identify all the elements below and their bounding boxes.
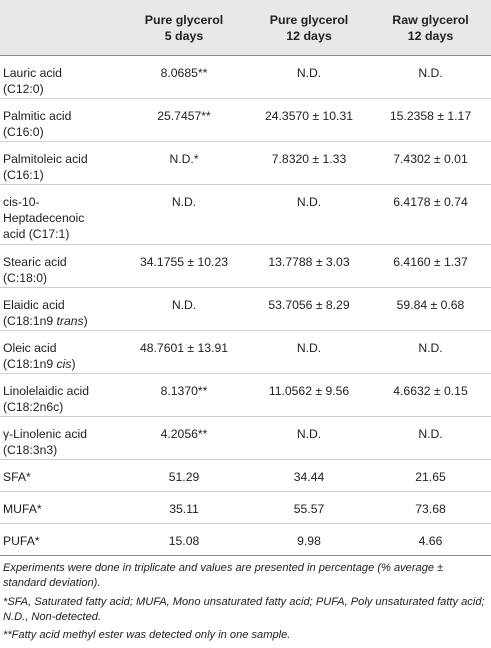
cell-value: 13.7788 ± 3.03: [248, 244, 370, 288]
table-row: Elaidic acid (C18:1n9 trans) N.D. 53.7056…: [0, 287, 491, 331]
row-label: PUFA*: [0, 523, 120, 556]
header-cell-empty: [0, 0, 120, 56]
row-label: Linolelaidic acid (C18:2n6c): [0, 373, 120, 417]
table-row: Linolelaidic acid (C18:2n6c) 8.1370** 11.…: [0, 373, 491, 417]
table-row: MUFA* 35.11 55.57 73.68: [0, 491, 491, 524]
footnote-experiments: Experiments were done in triplicate and …: [3, 562, 444, 589]
row-label: Palmitoleic acid (C16:1): [0, 141, 120, 185]
table-row: Lauric acid (C12:0) 8.0685** N.D. N.D.: [0, 55, 491, 99]
table-row: Oleic acid (C18:1n9 cis) 48.7601 ± 13.91 …: [0, 330, 491, 374]
row-label: Palmitic acid (C16:0): [0, 98, 120, 142]
cell-value: 53.7056 ± 8.29: [248, 287, 370, 331]
header-cell-pure-12-days: Pure glycerol 12 days: [248, 0, 370, 56]
row-label: cis-10- Heptadecenoic acid (C17:1): [0, 184, 120, 245]
cell-value: 9.98: [248, 523, 370, 556]
cell-value: 35.11: [120, 491, 248, 524]
cell-value: N.D.: [120, 287, 248, 331]
row-label: Elaidic acid (C18:1n9 trans): [0, 287, 120, 331]
cell-value: N.D.: [370, 330, 491, 374]
cell-value: 4.6632 ± 0.15: [370, 373, 491, 417]
cell-value: N.D.: [370, 416, 491, 460]
cell-value: 7.8320 ± 1.33: [248, 141, 370, 185]
cell-value: 24.3570 ± 10.31: [248, 98, 370, 142]
fatty-acid-table: Pure glycerol 5 days Pure glycerol 12 days…: [0, 0, 491, 556]
cell-value: N.D.*: [120, 141, 248, 185]
cell-value: 34.44: [248, 459, 370, 492]
cell-value: N.D.: [248, 416, 370, 460]
cell-value: 21.65: [370, 459, 491, 492]
table-row: SFA* 51.29 34.44 21.65: [0, 459, 491, 492]
cell-value: 11.0562 ± 9.56: [248, 373, 370, 417]
cell-value: 8.1370**: [120, 373, 248, 417]
row-label: SFA*: [0, 459, 120, 492]
cell-value: 25.7457**: [120, 98, 248, 142]
row-label: Stearic acid (C:18:0): [0, 244, 120, 288]
row-label: γ-Linolenic acid (C18:3n3): [0, 416, 120, 460]
row-label: MUFA*: [0, 491, 120, 524]
header-cell-raw-12-days: Raw glycerol 12 days: [370, 0, 491, 56]
cell-value: N.D.: [248, 184, 370, 245]
footnote-single-sample: **Fatty acid methyl ester was detected o…: [3, 629, 291, 641]
table-row: PUFA* 15.08 9.98 4.66: [0, 523, 491, 556]
cell-value: N.D.: [370, 55, 491, 99]
table-row: Stearic acid (C:18:0) 34.1755 ± 10.23 13.…: [0, 244, 491, 288]
cell-value: N.D.: [248, 55, 370, 99]
cell-value: N.D.: [120, 184, 248, 245]
cell-value: 15.08: [120, 523, 248, 556]
table-row: γ-Linolenic acid (C18:3n3) 4.2056** N.D. …: [0, 416, 491, 460]
cell-value: 4.2056**: [120, 416, 248, 460]
row-label: Oleic acid (C18:1n9 cis): [0, 330, 120, 374]
cell-value: 6.4160 ± 1.37: [370, 244, 491, 288]
cell-value: 55.57: [248, 491, 370, 524]
cell-value: 59.84 ± 0.68: [370, 287, 491, 331]
cell-value: 48.7601 ± 13.91: [120, 330, 248, 374]
cell-value: 6.4178 ± 0.74: [370, 184, 491, 245]
table-row: Palmitic acid (C16:0) 25.7457** 24.3570 ±…: [0, 98, 491, 142]
cell-value: 51.29: [120, 459, 248, 492]
row-label: Lauric acid (C12:0): [0, 55, 120, 99]
cell-value: 73.68: [370, 491, 491, 524]
table-row: Palmitoleic acid (C16:1) N.D.* 7.8320 ± 1…: [0, 141, 491, 185]
header-row: Pure glycerol 5 days Pure glycerol 12 days…: [0, 0, 491, 56]
footnote-abbreviations: *SFA, Saturated fatty acid; MUFA, Mono u…: [3, 596, 485, 623]
table-row: cis-10- Heptadecenoic acid (C17:1) N.D. N.…: [0, 184, 491, 245]
cell-value: 7.4302 ± 0.01: [370, 141, 491, 185]
cell-value: 34.1755 ± 10.23: [120, 244, 248, 288]
cell-value: N.D.: [248, 330, 370, 374]
cell-value: 15.2358 ± 1.17: [370, 98, 491, 142]
cell-value: 4.66: [370, 523, 491, 556]
cell-value: 8.0685**: [120, 55, 248, 99]
table-footnotes: Experiments were done in triplicate and …: [3, 561, 489, 646]
header-cell-pure-5-days: Pure glycerol 5 days: [120, 0, 248, 56]
